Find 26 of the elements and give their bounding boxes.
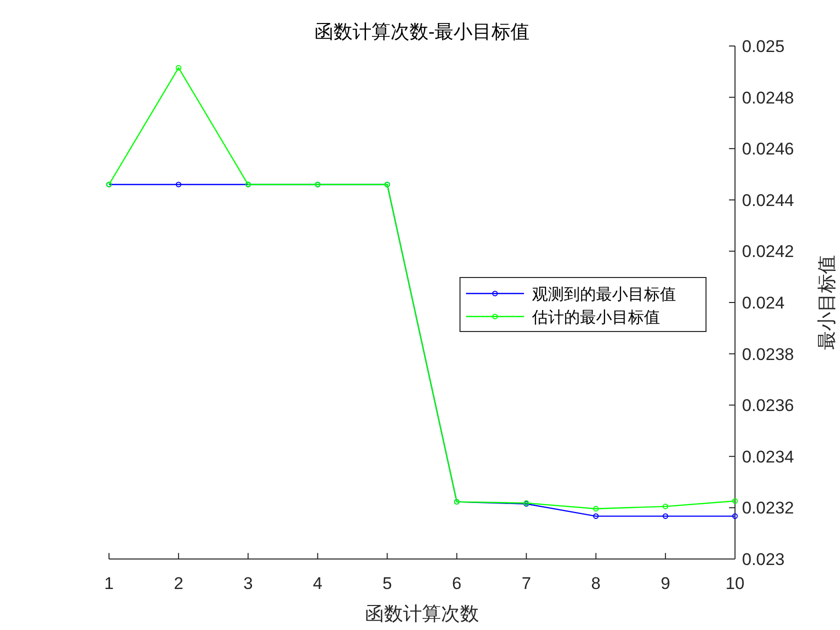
y2-tick-label: 0.023 xyxy=(742,550,785,569)
y2-tick-label: 0.0246 xyxy=(742,140,794,159)
y2-tick-label: 0.024 xyxy=(742,294,785,312)
y2-tick-label: 0.0232 xyxy=(742,498,794,518)
x-tick-label: 3 xyxy=(243,574,253,593)
x-tick-label: 10 xyxy=(726,574,744,593)
chart-title: 函数计算次数-最小目标值 xyxy=(314,22,530,43)
y2-tick-label: 0.0236 xyxy=(742,396,794,416)
y2-tick-label: 0.0234 xyxy=(742,447,794,466)
x-tick-label: 9 xyxy=(660,574,670,593)
x-axis-title: 函数计算次数 xyxy=(365,604,479,625)
y2-tick-label: 0.0248 xyxy=(742,88,794,108)
y2-tick-label: 0.025 xyxy=(742,37,785,56)
y2-tick-label: 0.0244 xyxy=(742,190,794,210)
y2-tick-label: 0.0238 xyxy=(742,344,794,364)
x-tick-label: 6 xyxy=(452,574,462,593)
legend-label: 观测到的最小目标值 xyxy=(532,286,676,304)
legend-label: 估计的最小目标值 xyxy=(531,308,660,326)
x-tick-label: 5 xyxy=(382,574,392,593)
x-tick-label: 1 xyxy=(104,574,114,593)
y2-tick-label: 0.0242 xyxy=(742,242,794,262)
x-tick-label: 7 xyxy=(522,574,532,593)
x-tick-label: 2 xyxy=(174,574,184,593)
x-tick-label: 8 xyxy=(591,574,601,593)
y2-axis-title: 最小目标值 xyxy=(817,255,838,350)
x-tick-label: 4 xyxy=(312,574,322,593)
